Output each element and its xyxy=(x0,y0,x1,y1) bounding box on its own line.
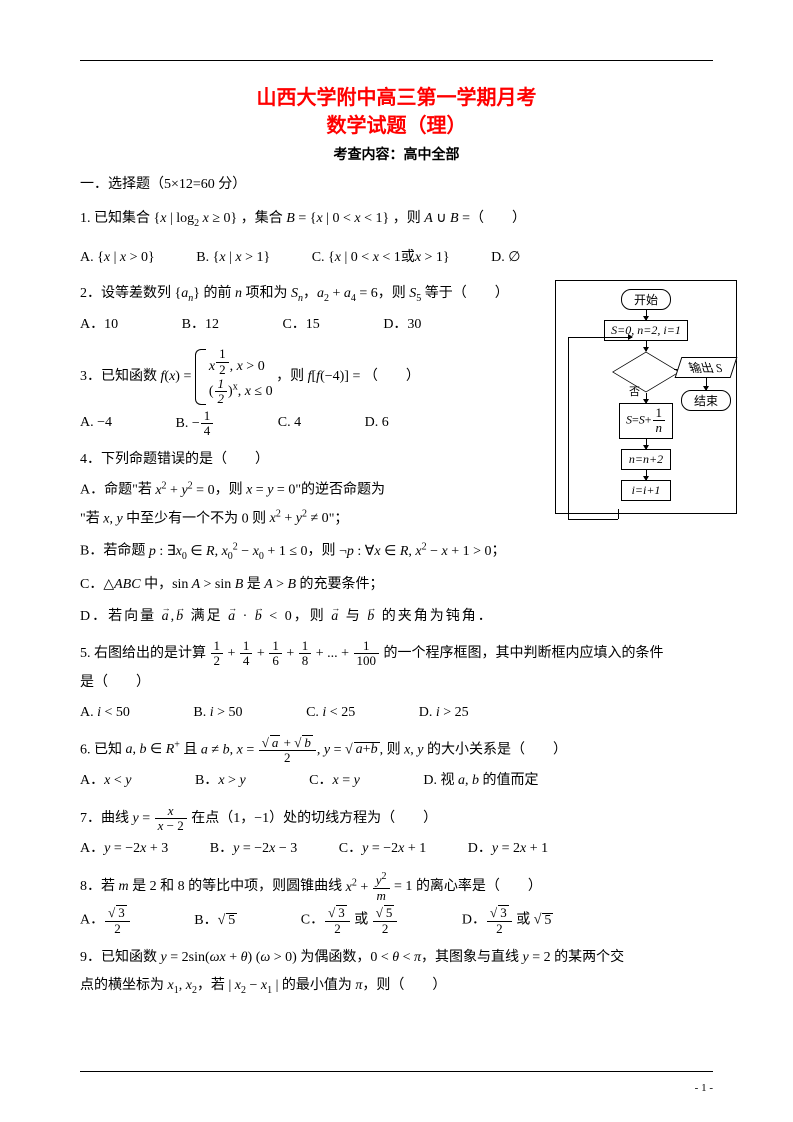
q8-optC: C．√32 或 √52 xyxy=(301,905,399,936)
q1-setB: B = {x | 0 < x < 1} xyxy=(286,211,389,226)
q5-optC: C. i < 25 xyxy=(306,699,355,727)
question-1: 1. 已知集合 {x | log2 x ≥ 0} ，集合 B = {x | 0 … xyxy=(80,205,713,234)
q2-optA: A．10 xyxy=(80,311,118,339)
fc-arrow-2 xyxy=(646,341,647,351)
q1-options: A. {x | x > 0} B. {x | x > 1} C. {x | 0 … xyxy=(80,244,713,272)
page-bottom-rule xyxy=(80,1071,713,1072)
fc-start: 开始 xyxy=(621,289,671,310)
q1-optA: A. {x | x > 0} xyxy=(80,244,155,272)
q6-optD: D. 视 a, b 的值而定 xyxy=(423,767,538,795)
q3-optC: C. 4 xyxy=(278,409,301,437)
q1-pre: 1. 已知集合 xyxy=(80,211,154,226)
fc-arrow-5 xyxy=(646,470,647,480)
q6-optC: C．x = y xyxy=(309,767,360,795)
q5-line2: 是（ ） xyxy=(80,669,713,697)
q1-optD: D. ∅ xyxy=(491,244,520,272)
exam-subtitle: 考查内容：高中全部 xyxy=(80,144,713,164)
q4-optD: D．若向量 a,b 满足 a · b < 0，则 a 与 b 的夹角为钝角． xyxy=(80,603,713,631)
q7-optD: D．y = 2x + 1 xyxy=(468,835,548,863)
fc-decision: 是 否 xyxy=(611,351,681,393)
fc-output: 输出 S xyxy=(675,357,738,378)
question-2: 2．设等差数列 {an} 的前 n 项和为 Sn，a2 + a4 = 6，则 S… xyxy=(80,280,510,309)
question-6: 6. 已知 a, b ∈ R+ 且 a ≠ b, x = √a + √b2, y… xyxy=(80,735,713,766)
q2-optC: C．15 xyxy=(282,311,319,339)
q5-optA: A. i < 50 xyxy=(80,699,130,727)
question-5: 5. 右图给出的是计算 12 + 14 + 16 + 18 + ... + 11… xyxy=(80,639,713,669)
q4-optB: B．若命题 p : ∃x0 ∈ R, x02 − x0 + 1 ≤ 0，则 ¬p… xyxy=(80,537,713,566)
q2-optD: D．30 xyxy=(383,311,421,339)
fc-step3-exit xyxy=(618,509,619,519)
q1-setA: {x | log2 x ≥ 0} xyxy=(154,211,238,226)
title-line1: 山西大学附中高三第一学期月考 xyxy=(80,84,713,112)
q7-optB: B．y = −2x − 3 xyxy=(210,835,297,863)
q2-optB: B．12 xyxy=(182,311,219,339)
fc-arrow-6 xyxy=(706,378,707,390)
page-number: - 1 - xyxy=(695,1082,713,1094)
page-top-rule xyxy=(80,60,713,61)
q1-optB: B. {x | x > 1} xyxy=(196,244,270,272)
fc-step3: i=i+1 xyxy=(621,480,671,501)
q3-optB: B. −14 xyxy=(176,409,215,439)
q4-optA: A．命题"若 x2 + y2 = 0，则 x = y = 0"的逆否命题为 xyxy=(80,476,520,505)
q8-optD: D．√32 或 √5 xyxy=(462,905,553,936)
fc-loop-left xyxy=(568,337,569,519)
q3-piecewise: x12, x > 0 (12)x, x ≤ 0 xyxy=(195,347,273,406)
q3-tail: ，则 f[f(−4)] = （ ） xyxy=(276,369,420,384)
q5-optB: B. i > 50 xyxy=(193,699,242,727)
fc-end: 结束 xyxy=(681,390,731,411)
q1-tail: ，则 A ∪ B =（ ） xyxy=(393,211,526,226)
q1-mid: ，集合 xyxy=(241,211,287,226)
q3-optD: D. 6 xyxy=(365,409,389,437)
flowchart: 开始 S=0, n=2, i=1 是 否 S=S+1n n=n+2 i=i+1 … xyxy=(555,280,737,514)
question-7: 7．曲线 y = xx − 2 在点（1，−1）处的切线方程为（ ） xyxy=(80,804,713,834)
fc-no-label: 否 xyxy=(629,383,640,399)
fc-arrow-1 xyxy=(646,310,647,320)
q5-options: A. i < 50 B. i > 50 C. i < 25 D. i > 25 xyxy=(80,699,713,727)
fc-output-column: 输出 S 结束 xyxy=(678,357,734,411)
q6-optB: B．x > y xyxy=(195,767,246,795)
q7-optC: C．y = −2x + 1 xyxy=(339,835,426,863)
q1-optC: C. {x | 0 < x < 1或x > 1} xyxy=(312,244,450,272)
q3-pre: 3．已知函数 f(x) = xyxy=(80,369,195,384)
fc-loop-bottom xyxy=(568,519,618,520)
fc-step2: n=n+2 xyxy=(621,449,671,470)
fc-loop-top xyxy=(568,337,632,338)
q6-options: A．x < y B．x > y C．x = y D. 视 a, b 的值而定 xyxy=(80,767,713,795)
fc-arrow-3 xyxy=(646,393,647,403)
q3-optA: A. −4 xyxy=(80,409,112,437)
q9-line2: 点的横坐标为 x1, x2，若 | x2 − x1 | 的最小值为 π，则（ ） xyxy=(80,972,713,1001)
question-9: 9．已知函数 y = 2sin(ωx + θ) (ω > 0) 为偶函数，0 <… xyxy=(80,944,713,972)
q8-options: A．√32 B．√5 C．√32 或 √52 D．√32 或 √5 xyxy=(80,905,713,936)
section-1-heading: 一．选择题（5×12=60 分） xyxy=(80,172,713,197)
question-3: 3．已知函数 f(x) = x12, x > 0 (12)x, x ≤ 0 ，则… xyxy=(80,347,510,406)
q6-optA: A．x < y xyxy=(80,767,131,795)
q4-optC: C．△ABC 中，sin A > sin B 是 A > B 的充要条件； xyxy=(80,571,713,599)
q5-optD: D. i > 25 xyxy=(419,699,469,727)
fc-arrow-4 xyxy=(646,439,647,449)
q7-optA: A．y = −2x + 3 xyxy=(80,835,168,863)
exam-title: 山西大学附中高三第一学期月考 数学试题（理） xyxy=(80,84,713,140)
fc-step1: S=S+1n xyxy=(619,403,673,439)
q7-options: A．y = −2x + 3 B．y = −2x − 3 C．y = −2x + … xyxy=(80,835,713,863)
title-line2: 数学试题（理） xyxy=(80,112,713,140)
question-8: 8．若 m 是 2 和 8 的等比中项，则圆锥曲线 x2 + y2m = 1 的… xyxy=(80,871,713,903)
q8-optA: A．√32 xyxy=(80,905,131,936)
q8-optB: B．√5 xyxy=(194,907,237,935)
